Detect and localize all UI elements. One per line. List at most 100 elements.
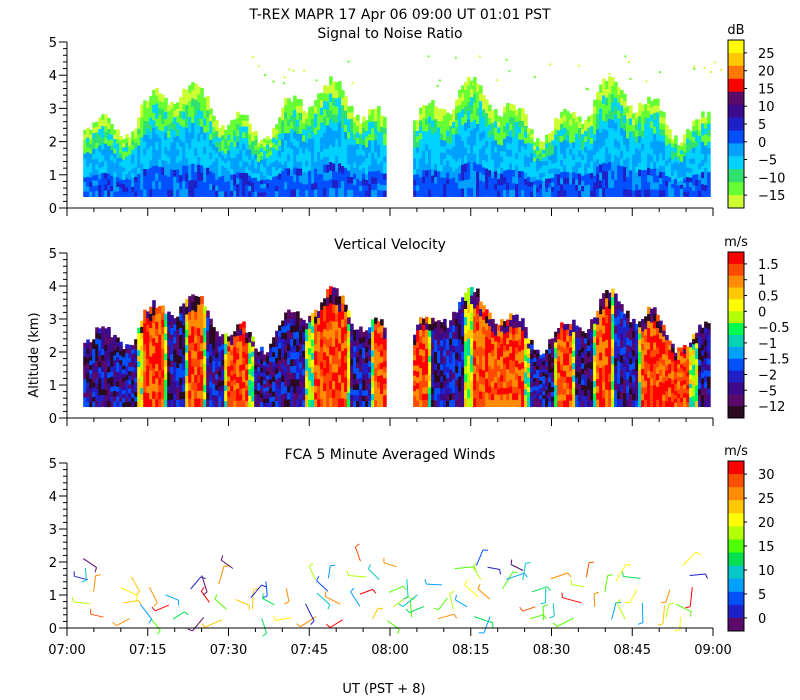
colorbar-tick-label: 30 xyxy=(758,468,775,483)
wind-barb xyxy=(571,584,584,588)
colorbar-swatch xyxy=(728,461,744,475)
wind-barb xyxy=(474,616,494,624)
wind-barb xyxy=(438,597,448,611)
wind-barb xyxy=(74,575,88,581)
colorbar-tick-label: 20 xyxy=(758,516,775,531)
wind-barb xyxy=(593,593,596,607)
panel-1: Signal to Noise Ratio 0 1 2 3 4 5 dB 25 20 15 10 5 0 −… xyxy=(49,23,786,217)
colorbar-tick-label: 5 xyxy=(758,588,766,603)
colorbar: dB 25 20 15 10 5 0 −5 −10 −15 xyxy=(727,23,785,209)
wind-barb xyxy=(115,618,130,627)
heatmap-field xyxy=(83,286,711,408)
colorbar-swatch xyxy=(728,487,744,501)
wind-barb xyxy=(155,604,170,612)
colorbar-swatch xyxy=(728,287,744,300)
colorbar-unit: dB xyxy=(727,23,744,38)
wind-barb xyxy=(531,586,548,593)
wind-barb xyxy=(372,607,379,620)
wind-barb xyxy=(85,567,87,581)
colorbar-tick-label: 0.5 xyxy=(758,290,779,305)
wind-barb xyxy=(140,603,152,620)
wind-barb xyxy=(305,603,315,622)
wind-barb xyxy=(477,588,491,600)
colorbar-tick-label: −5 xyxy=(758,384,777,399)
wind-barb xyxy=(506,572,525,580)
panel-title: FCA 5 Minute Averaged Winds xyxy=(285,447,496,463)
colorbar-swatch xyxy=(728,91,744,106)
wind-barb xyxy=(665,589,671,603)
wind-barb xyxy=(300,616,317,628)
wind-barb xyxy=(475,549,484,566)
wind-barb xyxy=(550,572,568,580)
wind-barb xyxy=(611,602,617,620)
y-tick-label: 5 xyxy=(49,457,57,472)
colorbar-swatch xyxy=(728,52,744,67)
colorbar-swatch xyxy=(728,252,744,265)
colorbar-swatch xyxy=(728,513,744,527)
panel-title: Vertical Velocity xyxy=(334,237,446,253)
wind-barb xyxy=(616,602,626,620)
wind-barb xyxy=(123,600,139,604)
wind-barb xyxy=(662,605,666,625)
x-tick-label: 07:00 xyxy=(48,643,85,658)
y-tick-label: 4 xyxy=(49,280,57,295)
colorbar-tick-label: 5 xyxy=(758,118,766,133)
wind-barb xyxy=(329,619,343,628)
figure-header: T-REX MAPR 17 Apr 06 09:00 UT 01:01 PST xyxy=(248,7,551,23)
colorbar-swatch xyxy=(728,335,744,348)
wind-barb xyxy=(556,617,574,627)
wind-barb xyxy=(348,575,367,578)
colorbar-swatch xyxy=(728,156,744,170)
wind-barb xyxy=(214,598,227,610)
colorbar: m/s 30 25 20 15 10 5 0 xyxy=(724,444,775,632)
wind-barb xyxy=(562,597,582,604)
wind-barb xyxy=(251,589,254,610)
colorbar-tick-label: −0.5 xyxy=(758,321,790,336)
colorbar-swatch xyxy=(728,552,744,567)
wind-barb xyxy=(204,619,223,628)
wind-barb xyxy=(689,587,693,607)
wind-barb xyxy=(83,558,97,568)
wind-barb xyxy=(93,575,97,592)
y-tick-label: 2 xyxy=(49,346,57,361)
colorbar-swatch xyxy=(728,406,744,419)
wind-barb xyxy=(172,611,185,620)
wind-barb xyxy=(383,562,397,568)
wind-barb xyxy=(90,613,104,618)
colorbar-tick-label: 25 xyxy=(758,47,775,62)
x-tick-label: 07:15 xyxy=(129,643,166,658)
colorbar-tick-label: −1 xyxy=(758,337,777,352)
wind-barb xyxy=(675,603,692,613)
colorbar-swatch xyxy=(728,323,744,336)
wind-barb xyxy=(510,564,524,571)
wind-barb xyxy=(308,566,316,581)
colorbar-swatch xyxy=(728,65,744,80)
wind-barb xyxy=(350,591,361,607)
wind-barb xyxy=(192,617,205,632)
wind-barb xyxy=(623,576,641,579)
colorbar-swatch xyxy=(728,346,744,360)
y-tick-label: 4 xyxy=(49,69,57,84)
wind-barb xyxy=(402,594,418,607)
colorbar-swatch xyxy=(728,500,744,514)
colorbar-unit: m/s xyxy=(724,444,748,459)
wind-barb xyxy=(522,606,536,612)
panel-3: FCA 5 Minute Averaged Winds 0 1 2 3 4 5 07:00 07… xyxy=(48,444,774,658)
x-tick-label: 07:30 xyxy=(210,643,247,658)
wind-barb xyxy=(449,593,454,610)
colorbar-tick-label: 25 xyxy=(758,492,775,507)
wind-barb xyxy=(201,575,208,593)
wind-barb xyxy=(121,587,138,596)
colorbar-swatch xyxy=(728,539,744,554)
colorbar-swatch xyxy=(728,526,744,540)
colorbar-swatch xyxy=(728,275,744,289)
colorbar-unit: m/s xyxy=(724,235,748,250)
wind-barb xyxy=(73,601,90,605)
wind-barb xyxy=(285,587,290,602)
colorbar-swatch xyxy=(728,104,744,118)
wind-barb xyxy=(522,563,527,581)
colorbar-swatch xyxy=(728,40,744,54)
wind-barb xyxy=(437,613,455,620)
colorbar-swatch xyxy=(728,78,744,93)
colorbar-tick-label: 0 xyxy=(758,305,766,320)
